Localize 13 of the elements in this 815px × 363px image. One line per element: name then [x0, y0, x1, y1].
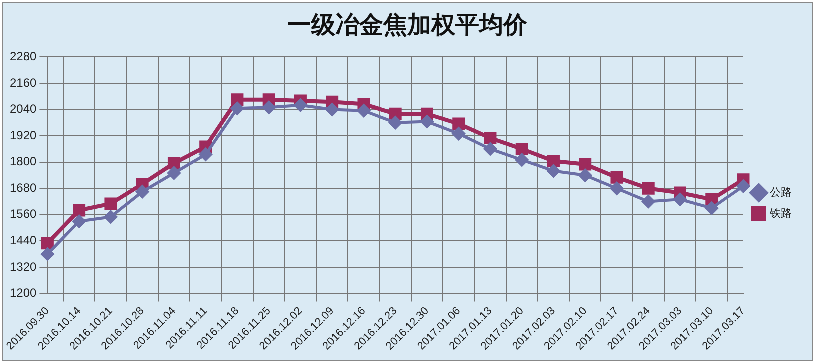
y-tick-label: 2160: [10, 76, 38, 90]
y-tick-label: 2280: [10, 50, 38, 64]
y-tick-label: 1560: [10, 207, 38, 222]
y-tick-label: 2040: [10, 102, 38, 116]
chart-title: 一级冶金焦加权平均价: [286, 10, 528, 41]
y-tick-label: 1800: [10, 154, 38, 169]
y-tick-label: 1320: [10, 260, 38, 274]
y-tick-label: 1680: [10, 180, 38, 195]
legend-label: 铁路: [769, 208, 792, 220]
y-tick-label: 1440: [10, 233, 38, 248]
legend-label: 公路: [770, 187, 792, 200]
y-tick-label: 1200: [10, 286, 38, 300]
y-tick-label: 1920: [10, 128, 38, 142]
